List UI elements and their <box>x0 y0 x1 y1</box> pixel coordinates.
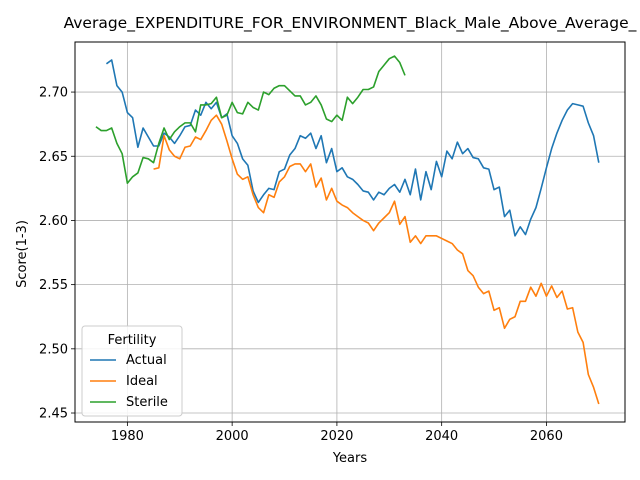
series-line-ideal <box>153 114 600 405</box>
legend-items: Actual Ideal Sterile <box>90 353 168 410</box>
grid-lines <box>75 42 625 422</box>
series-line-sterile <box>95 55 406 185</box>
y-axis-label: Score(1-3) <box>15 220 30 288</box>
legend-label-ideal: Ideal <box>126 374 158 389</box>
x-axis-ticks: 1980 2000 2020 2040 2060 <box>111 422 563 444</box>
x-axis-label: Years <box>332 451 368 466</box>
plot-frame <box>74 41 626 423</box>
legend-title: Fertility <box>108 333 157 348</box>
series-lines <box>95 55 600 405</box>
legend: Fertility Actual Ideal Sterile <box>81 325 183 417</box>
legend-box <box>81 325 183 417</box>
x-tick-label: 1980 <box>111 429 144 444</box>
y-tick-label: 2.45 <box>39 407 68 422</box>
x-tick-label: 2040 <box>425 429 458 444</box>
y-tick-label: 2.60 <box>39 214 68 229</box>
x-tick-label: 2000 <box>216 429 249 444</box>
series-line-actual <box>105 59 600 237</box>
y-tick-label: 2.70 <box>39 86 68 101</box>
chart-title: Average_EXPENDITURE_FOR_ENVIRONMENT_Blac… <box>64 14 637 33</box>
x-tick-label: 2060 <box>530 429 563 444</box>
legend-label-actual: Actual <box>126 353 167 368</box>
y-tick-label: 2.65 <box>39 150 68 165</box>
y-tick-label: 2.55 <box>39 278 68 293</box>
x-tick-label: 2020 <box>320 429 353 444</box>
y-tick-label: 2.50 <box>39 342 68 357</box>
legend-label-sterile: Sterile <box>126 395 168 410</box>
y-axis-ticks: 2.45 2.50 2.55 2.60 2.65 2.70 <box>39 86 75 422</box>
